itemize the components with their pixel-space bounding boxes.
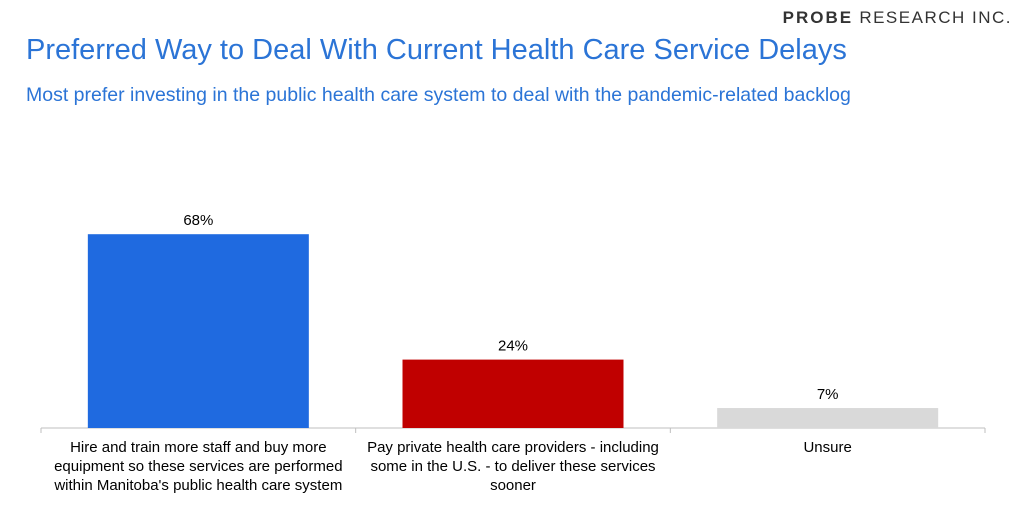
bar (402, 359, 624, 428)
brand-logo-bold: PROBE (782, 8, 854, 27)
bar (87, 234, 309, 428)
bar-value-label: 7% (817, 386, 839, 403)
brand-logo: PROBE RESEARCH INC. (783, 8, 1012, 28)
bar-value-label: 68% (183, 212, 213, 229)
bar (717, 408, 939, 428)
category-label: Unsure (803, 439, 852, 456)
brand-logo-rest: RESEARCH INC. (859, 8, 1012, 27)
category-label: Hire and train more staff and buy more e… (54, 439, 343, 494)
page-title: Preferred Way to Deal With Current Healt… (26, 34, 847, 66)
page-subtitle: Most prefer investing in the public heal… (26, 84, 851, 106)
bar-value-label: 24% (498, 338, 528, 355)
category-label: Pay private health care providers - incl… (367, 439, 659, 494)
